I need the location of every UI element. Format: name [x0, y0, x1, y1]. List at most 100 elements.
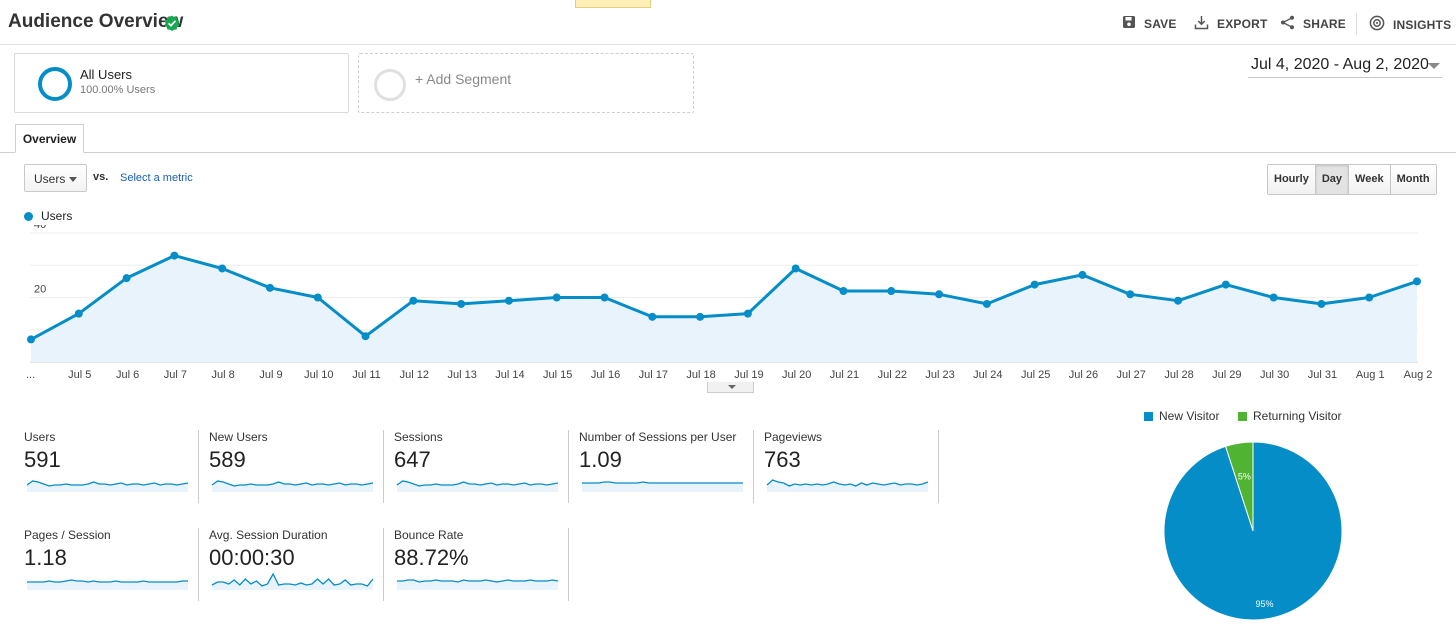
insights-button[interactable]: INSIGHTS: [1369, 15, 1451, 34]
legend-returning-visitor-label: Returning Visitor: [1253, 409, 1342, 423]
chart-legend: Users: [24, 209, 72, 223]
save-button[interactable]: SAVE: [1122, 15, 1177, 32]
x-tick-label: ...: [26, 369, 35, 381]
x-tick-label: Jul 29: [1212, 369, 1241, 381]
metric-value: 763: [764, 447, 801, 472]
metric-select[interactable]: Users: [24, 164, 87, 192]
x-tick-label: Aug 2: [1404, 369, 1433, 381]
metric-card[interactable]: Avg. Session Duration 00:00:30: [209, 528, 384, 603]
users-line-chart[interactable]: 20 40... Jul 5 Jul 6 Jul 7 Jul 8 Jul 9 Jul 10 Ju…: [0, 225, 1456, 383]
x-tick-label: Jul 7: [164, 369, 187, 381]
users-series-line: [30, 254, 1418, 341]
share-icon: [1280, 15, 1295, 33]
x-tick-label: Jul 16: [591, 369, 620, 381]
users-data-point: [887, 287, 896, 296]
add-segment-label: + Add Segment: [415, 71, 512, 87]
x-tick-label: Jul 28: [1164, 369, 1193, 381]
x-tick-label: Jul 6: [116, 369, 139, 381]
metric-label: Users: [24, 430, 56, 444]
notification-tab[interactable]: [575, 0, 651, 8]
metric-card[interactable]: Sessions 647: [394, 430, 569, 505]
metric-label: New Users: [209, 430, 268, 444]
metric-value: 1.18: [24, 545, 67, 570]
legend-users-label: Users: [41, 209, 73, 223]
card-divider: [198, 430, 199, 503]
select-metric-link[interactable]: Select a metric: [120, 172, 193, 184]
metric-value: 589: [209, 447, 246, 472]
pie-slice-label: 95%: [1256, 599, 1274, 609]
metric-value: 00:00:30: [209, 545, 295, 570]
granularity-month-button[interactable]: Month: [1390, 165, 1436, 194]
metric-value: 647: [394, 447, 431, 472]
users-data-point: [504, 296, 513, 305]
date-range-picker[interactable]: Jul 4, 2020 - Aug 2, 2020: [1248, 55, 1442, 78]
users-data-point: [409, 296, 418, 305]
metric-card[interactable]: Number of Sessions per User 1.09: [579, 430, 754, 505]
users-data-point: [935, 290, 944, 299]
segment-all-users[interactable]: All Users 100.00% Users: [14, 53, 349, 113]
granularity-week-button[interactable]: Week: [1349, 165, 1391, 194]
card-divider: [383, 430, 384, 503]
users-data-point: [313, 293, 322, 302]
export-button[interactable]: EXPORT: [1194, 15, 1268, 33]
users-data-point: [1126, 290, 1135, 299]
export-icon: [1194, 15, 1209, 33]
granularity-day-button[interactable]: Day: [1315, 165, 1350, 194]
insights-icon: [1369, 15, 1385, 34]
metric-card[interactable]: Bounce Rate 88.72%: [394, 528, 569, 603]
metric-card[interactable]: Users 591: [24, 430, 199, 505]
tab-divider: [0, 152, 1456, 153]
date-range-label: Jul 4, 2020 - Aug 2, 2020: [1251, 56, 1429, 73]
verified-check-icon: [164, 15, 180, 36]
card-divider: [383, 528, 384, 601]
x-tick-label: Jul 15: [543, 369, 572, 381]
tab-overview[interactable]: Overview: [15, 124, 84, 153]
metric-label: Pageviews: [764, 430, 823, 444]
top-bar: [0, 0, 1456, 45]
granularity-hourly-button[interactable]: Hourly: [1268, 165, 1316, 194]
metric-label: Sessions: [394, 430, 443, 444]
add-segment-button[interactable]: + Add Segment: [358, 53, 694, 113]
users-data-point: [265, 283, 274, 292]
share-button[interactable]: SHARE: [1280, 15, 1346, 33]
users-area-fill: [31, 255, 1417, 362]
users-data-point: [982, 299, 991, 308]
users-data-point: [743, 309, 752, 318]
metric-card[interactable]: New Users 589: [209, 430, 384, 505]
x-tick-label: Jul 5: [68, 369, 91, 381]
segment-subtitle: 100.00% Users: [80, 84, 156, 96]
users-data-point: [648, 312, 657, 321]
segment-color-ring-icon: [38, 67, 72, 101]
metric-sparkline: [766, 479, 929, 492]
y-tick-label: 20: [34, 284, 46, 296]
card-divider: [938, 430, 939, 503]
users-data-point: [1030, 280, 1039, 289]
x-tick-label: Jul 11: [352, 369, 381, 381]
pie-legend-returning-visitor[interactable]: Returning Visitor: [1238, 409, 1342, 423]
users-data-point: [1365, 293, 1374, 302]
users-data-point: [600, 293, 609, 302]
save-icon: [1122, 15, 1136, 32]
card-divider: [198, 528, 199, 601]
metric-sparkline: [27, 579, 188, 590]
users-data-point: [1221, 280, 1230, 289]
visitor-pie-chart[interactable]: 5% 95%: [1160, 440, 1346, 624]
metric-value: 1.09: [579, 447, 622, 472]
metric-card[interactable]: Pages / Session 1.18: [24, 528, 199, 603]
pie-legend-new-visitor[interactable]: New Visitor: [1144, 409, 1219, 423]
metric-value: 591: [24, 447, 61, 472]
x-tick-label: Jul 31: [1308, 369, 1337, 381]
legend-swatch-icon: [1238, 411, 1247, 421]
users-data-point: [74, 309, 83, 318]
segment-title: All Users: [80, 67, 133, 82]
chart-expand-toggle[interactable]: [707, 382, 754, 393]
vs-label: vs.: [93, 171, 109, 183]
legend-swatch-icon: [1144, 411, 1153, 421]
users-data-point: [27, 335, 35, 344]
legend-dot-icon: [24, 211, 33, 221]
metric-sparkline: [582, 481, 743, 492]
users-data-point: [122, 274, 131, 283]
card-divider: [753, 430, 754, 503]
x-tick-label: Jul 20: [782, 369, 811, 381]
metric-card[interactable]: Pageviews 763: [764, 430, 939, 505]
